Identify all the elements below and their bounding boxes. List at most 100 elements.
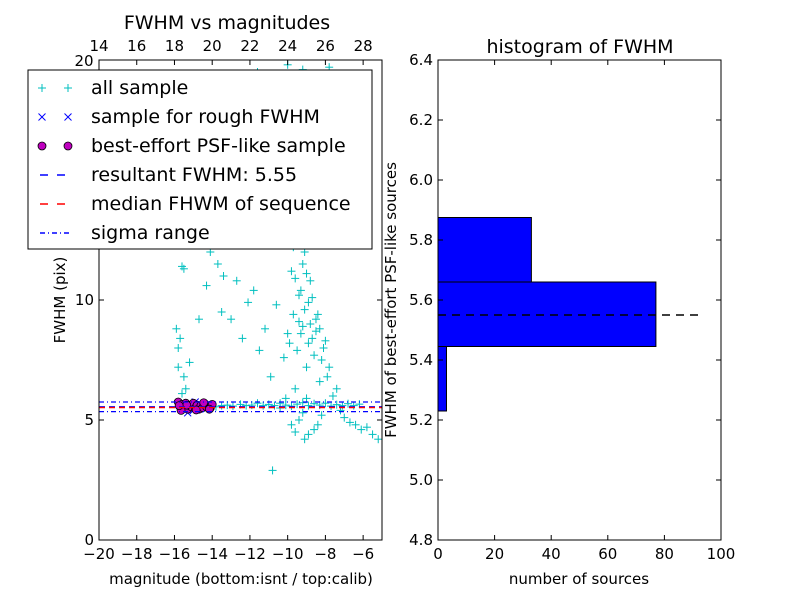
scatter-point-s0-8	[181, 384, 190, 393]
scatter-point-s0-71	[285, 339, 294, 348]
legend-label-3: resultant FWHM: 5.55	[91, 164, 297, 186]
legend-marker-0-a	[38, 84, 46, 92]
scatter-point-s0-67	[311, 315, 320, 324]
histogram-y-tick-label-2: 5.2	[409, 411, 433, 429]
legend-entry-4: median FHWM of sequence	[40, 193, 351, 215]
histogram-y-axis-label: FWHM of best-effort PSF-like sources	[382, 162, 400, 438]
scatter-point-s0-15	[217, 308, 226, 316]
histogram-bar-0	[438, 346, 447, 412]
scatter-point-s0-40	[310, 351, 319, 360]
scatter-point-s0-69	[315, 324, 324, 333]
scatter-point-s0-6	[178, 389, 187, 398]
scatter-point-s0-100	[287, 402, 296, 411]
histogram-x-axis-label: number of sources	[509, 570, 649, 588]
scatter-point-s0-70	[289, 310, 298, 319]
scatter-point-s0-23	[266, 372, 275, 381]
legend-label-4: median FHWM of sequence	[91, 193, 351, 215]
scatter-point-s0-59	[291, 274, 300, 283]
scatter-point-s0-9	[185, 358, 194, 367]
scatter-x-tick-label-4: −12	[234, 545, 266, 563]
histogram-bar-1	[438, 281, 657, 347]
scatter-point-s0-10	[194, 315, 203, 324]
scatter-point-s0-84	[268, 466, 277, 475]
scatter-point-s0-22	[261, 324, 270, 333]
scatter-point-s0-97	[270, 401, 279, 410]
scatter-top-tick-label-4: 22	[240, 37, 259, 55]
scatter-point-s0-98	[276, 399, 285, 408]
scatter-point-s0-61	[306, 276, 315, 285]
scatter-point-s0-1	[172, 324, 181, 333]
scatter-point-s0-21	[255, 346, 264, 355]
scatter-point-s0-39	[308, 293, 317, 302]
scatter-top-tick-label-2: 18	[165, 37, 184, 55]
histogram-y-tick-label-3: 5.4	[409, 351, 433, 369]
scatter-point-s0-62	[294, 291, 303, 300]
scatter-point-s0-63	[304, 298, 313, 307]
histogram-y-tick-label-0: 4.8	[409, 531, 433, 549]
scatter-point-s0-72	[302, 394, 311, 403]
scatter-point-s0-109	[338, 401, 347, 410]
legend-entry-0: all sample	[38, 77, 188, 99]
scatter-point-s0-111	[349, 401, 358, 410]
scatter-point-s0-11	[202, 281, 211, 290]
scatter-point-s0-27	[283, 329, 292, 338]
legend-entry-5: sigma range	[40, 222, 210, 244]
scatter-point-s0-54	[351, 420, 360, 429]
legend-label-2: best-effort PSF-like sample	[91, 135, 346, 157]
scatter-x-tick-label-7: −6	[352, 545, 374, 563]
scatter-point-s0-45	[319, 344, 328, 352]
scatter-panel: FWHM vs magnitudes −20 −18 −16 −14 −12 −10 −8−…	[27, 12, 383, 588]
scatter-point-s0-52	[340, 413, 349, 422]
legend-marker-1-b	[64, 113, 72, 121]
scatter-point-s0-79	[310, 425, 319, 434]
scatter-point-s0-56	[362, 423, 371, 432]
scatter-top-tick-label-0: 14	[89, 37, 108, 55]
histogram-x-tick-label-1: 20	[485, 545, 504, 563]
scatter-point-s0-14	[219, 272, 228, 280]
scatter-point-s0-65	[296, 329, 305, 338]
legend-label-0: all sample	[91, 77, 188, 99]
scatter-point-s0-74	[294, 416, 303, 424]
scatter-point-s0-47	[323, 372, 332, 381]
scatter-point-s0-31	[293, 346, 302, 355]
scatter-point-s0-28	[287, 267, 296, 276]
scatter-point-s0-46	[321, 336, 330, 345]
histogram-x-tick-label-3: 60	[598, 545, 617, 563]
histogram-x-tick-label-2: 40	[542, 545, 561, 563]
scatter-point-s0-95	[259, 401, 268, 410]
scatter-point-s0-36	[302, 363, 311, 372]
scatter-point-s0-33	[296, 286, 305, 295]
legend-label-1: sample for rough FWHM	[91, 106, 320, 128]
scatter-point-s0-76	[281, 394, 290, 403]
scatter-point-s0-4	[179, 264, 188, 273]
scatter-point-s0-0	[174, 344, 183, 352]
scatter-point-s0-94	[253, 399, 262, 408]
legend-entry-3: resultant FWHM: 5.55	[40, 164, 297, 186]
scatter-point-s0-13	[213, 260, 222, 268]
scatter-x-axis-label: magnitude (bottom:isnt / top:calib)	[109, 570, 373, 588]
scatter-point-s0-37	[304, 339, 313, 348]
legend-marker-2-a	[37, 141, 47, 151]
scatter-point-s0-99	[281, 401, 290, 410]
scatter-point-s0-58	[374, 435, 382, 444]
histogram-x-tick-label-5: 100	[707, 545, 736, 563]
scatter-point-s0-102	[298, 398, 307, 407]
scatter-point-s0-64	[300, 305, 309, 314]
scatter-point-s0-82	[313, 420, 322, 429]
scatter-point-s0-75	[287, 420, 296, 429]
scatter-point-s0-73	[298, 408, 307, 417]
scatter-title: FWHM vs magnitudes	[124, 12, 330, 34]
scatter-y-tick-label-0: 0	[84, 531, 94, 549]
histogram-y-tick-label-4: 5.6	[409, 291, 433, 309]
scatter-point-s0-107	[327, 402, 336, 411]
scatter-point-s0-80	[304, 430, 313, 439]
scatter-ticks: −20 −18 −16 −14 −12 −10 −8 −6 0 5 10 14 16 18 20 22 24 26…	[75, 37, 382, 563]
scatter-point-s0-24	[272, 300, 281, 309]
legend-items: all sample sample for rough FWHM best-effo…	[37, 77, 351, 244]
scatter-top-tick-label-1: 16	[127, 37, 146, 55]
scatter-point-s0-44	[317, 356, 326, 364]
scatter-point-s0-30	[291, 384, 300, 393]
legend-label-5: sigma range	[91, 222, 210, 244]
scatter-y-tick-label-1: 5	[84, 411, 94, 429]
histogram-y-tick-label-6: 6.0	[409, 171, 433, 189]
